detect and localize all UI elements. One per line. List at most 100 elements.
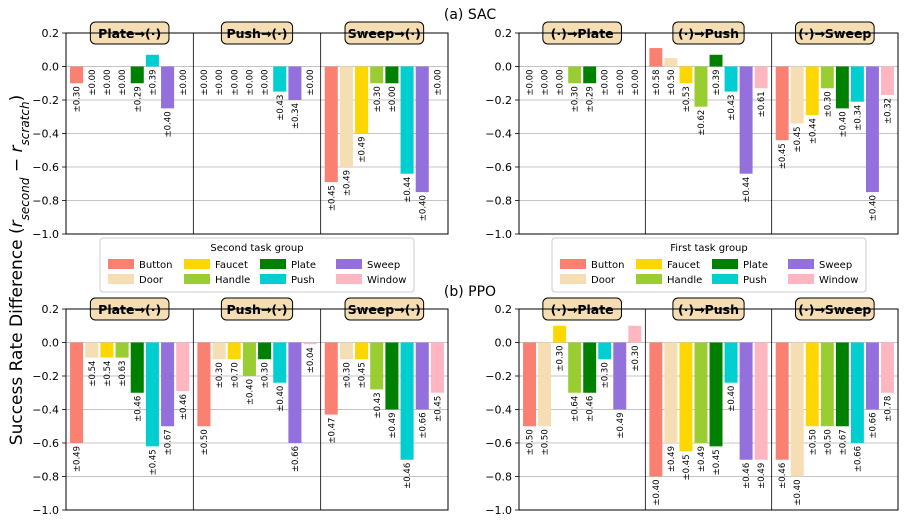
bar-button (324, 342, 338, 415)
y-tick-label: 0.0 (495, 61, 513, 74)
error-label: ±0.66 (868, 413, 878, 439)
legend-label: Door (139, 275, 164, 286)
y-tick-label: 0.2 (495, 303, 513, 316)
bar-button (523, 342, 536, 427)
y-tick-label: 0.2 (42, 303, 60, 316)
bar-group: ±0.58 ±0.50 ±0.53 ±0.62 ±0.39 ±0.43 ±0.44 ±0.61… (649, 21, 768, 203)
error-label: ±0.78 (883, 396, 893, 422)
bar-group: ±0.00 ±0.00 ±0.00 ±0.00 ±0.00 ±0.43 ±0.34 ±0.00… (197, 21, 317, 129)
error-label: ±0.64 (571, 396, 581, 422)
y-tick-label: −0.6 (485, 161, 512, 174)
error-label: ±0.00 (601, 70, 611, 96)
legend-box (99, 237, 415, 293)
error-label: ±0.43 (373, 392, 383, 418)
error-label: ±0.40 (838, 111, 848, 137)
y-axis-label-close: ) (7, 95, 27, 102)
error-label: ±0.45 (712, 449, 722, 475)
error-label: ±0.70 (230, 362, 240, 388)
y-axis-label: Success Rate Difference (rsecond − rscra… (7, 95, 32, 445)
error-label: ±0.00 (616, 70, 626, 96)
error-label: ±0.40 (793, 480, 803, 506)
error-label: ±0.49 (697, 446, 707, 472)
chart-panel-1: (a) SAC0.20.0−0.2−0.4−0.6−0.8−1.0±0.30±0… (32, 7, 496, 241)
error-label: ±0.29 (586, 86, 596, 112)
error-label: ±0.44 (742, 177, 752, 203)
bar-group: ±0.40 ±0.49 ±0.45 ±0.49 ±0.45 ±0.40 ±0.46 ±0.49… (649, 297, 768, 506)
error-label: ±0.39 (148, 70, 158, 96)
error-label: ±0.00 (433, 70, 443, 96)
bar-faucet (227, 342, 241, 360)
y-tick-label: 0.0 (42, 337, 60, 350)
bar-plate (709, 342, 723, 447)
error-label: ±0.54 (103, 361, 113, 387)
error-label: ±0.45 (778, 143, 788, 169)
error-label: ±0.50 (526, 429, 536, 455)
legend-swatch-plate (712, 259, 738, 269)
y-tick-label: −0.6 (32, 437, 59, 450)
legend-label: Button (139, 260, 173, 271)
error-label: ±0.00 (556, 70, 566, 96)
legend-label: Faucet (215, 260, 248, 271)
error-label: ±0.30 (215, 362, 225, 388)
y-tick-label: 0.0 (495, 337, 513, 350)
error-label: ±0.30 (601, 362, 611, 388)
error-label: ±0.00 (631, 70, 641, 96)
bar-handle (115, 342, 129, 358)
bar-window (176, 342, 190, 392)
plot-frame (518, 32, 899, 235)
bar-door (85, 342, 99, 358)
bar-button (324, 66, 338, 183)
error-label: ±0.40 (652, 480, 662, 506)
y-tick-label: −0.4 (32, 404, 59, 417)
bar-group: ±0.45 ±0.45 ±0.44 ±0.30 ±0.40 ±0.34 ±0.40 ±0.32… (775, 21, 894, 221)
bar-sweep (865, 342, 879, 410)
error-label: ±0.45 (682, 454, 692, 480)
error-label: ±0.49 (342, 170, 352, 196)
error-label: ±0.30 (556, 346, 566, 372)
bar-button (775, 66, 789, 141)
error-label: ±0.00 (215, 70, 225, 96)
bar-group: ±0.47 ±0.30 ±0.45 ±0.43 ±0.49 ±0.46 ±0.66 ±0.45… (324, 297, 444, 489)
error-label: ±0.40 (164, 111, 174, 137)
legend-swatch-faucet (636, 259, 662, 269)
chart-panels: (a) SAC0.20.0−0.2−0.4−0.6−0.8−1.0±0.30±0… (32, 7, 899, 517)
bar-push (850, 342, 864, 443)
bar-group: ±0.49 ±0.54 ±0.54 ±0.63 ±0.46 ±0.45 ±0.67 ±0.46… (70, 297, 190, 475)
y-tick-label: −0.8 (32, 195, 59, 208)
y-axis-label-main: Success Rate Difference ( (7, 227, 27, 445)
bar-sweep (288, 342, 302, 443)
row-title: (a) SAC (444, 7, 496, 23)
bar-window (303, 342, 317, 345)
y-axis-label-r1: r (7, 219, 27, 227)
error-label: ±0.00 (103, 70, 113, 96)
bar-plate (709, 54, 723, 67)
error-label: ±0.40 (245, 379, 255, 405)
bar-plate (385, 66, 399, 84)
bar-faucet (355, 66, 369, 134)
bar-push (724, 66, 738, 92)
legend-swatch-push (260, 274, 286, 284)
y-tick-label: −1.0 (485, 504, 512, 517)
bar-faucet (355, 342, 369, 360)
error-label: ±0.50 (200, 429, 210, 455)
legend-swatch-handle (636, 274, 662, 284)
row-title: (b) PPO (444, 284, 496, 300)
error-label: ±0.00 (118, 70, 128, 96)
legend-swatch-door (560, 274, 586, 284)
error-label: ±0.61 (757, 91, 767, 117)
error-label: ±0.34 (853, 105, 863, 131)
error-label: ±0.46 (778, 463, 788, 489)
error-label: ±0.67 (838, 429, 848, 455)
legend-label: Door (591, 275, 616, 286)
error-label: ±0.46 (586, 396, 596, 422)
error-label: ±0.40 (727, 386, 737, 412)
chart-panel-4: 0.2 0.0 −0.2 −0.4 −0.6 −0.8 −1.0 ±0.50 ±0.50 ±0.3… (485, 297, 899, 517)
error-label: ±0.53 (682, 86, 692, 112)
y-tick-label: −0.4 (32, 128, 59, 141)
error-label: ±0.50 (808, 429, 818, 455)
bar-group: ±0.46 ±0.40 ±0.50 ±0.50 ±0.67 ±0.66 ±0.66 ±0.78… (775, 297, 894, 506)
bar-sweep (161, 342, 175, 427)
bar-push (400, 66, 414, 174)
bar-door (790, 342, 804, 477)
legends: Second task group Button Door Faucet Handle P… (99, 237, 867, 293)
